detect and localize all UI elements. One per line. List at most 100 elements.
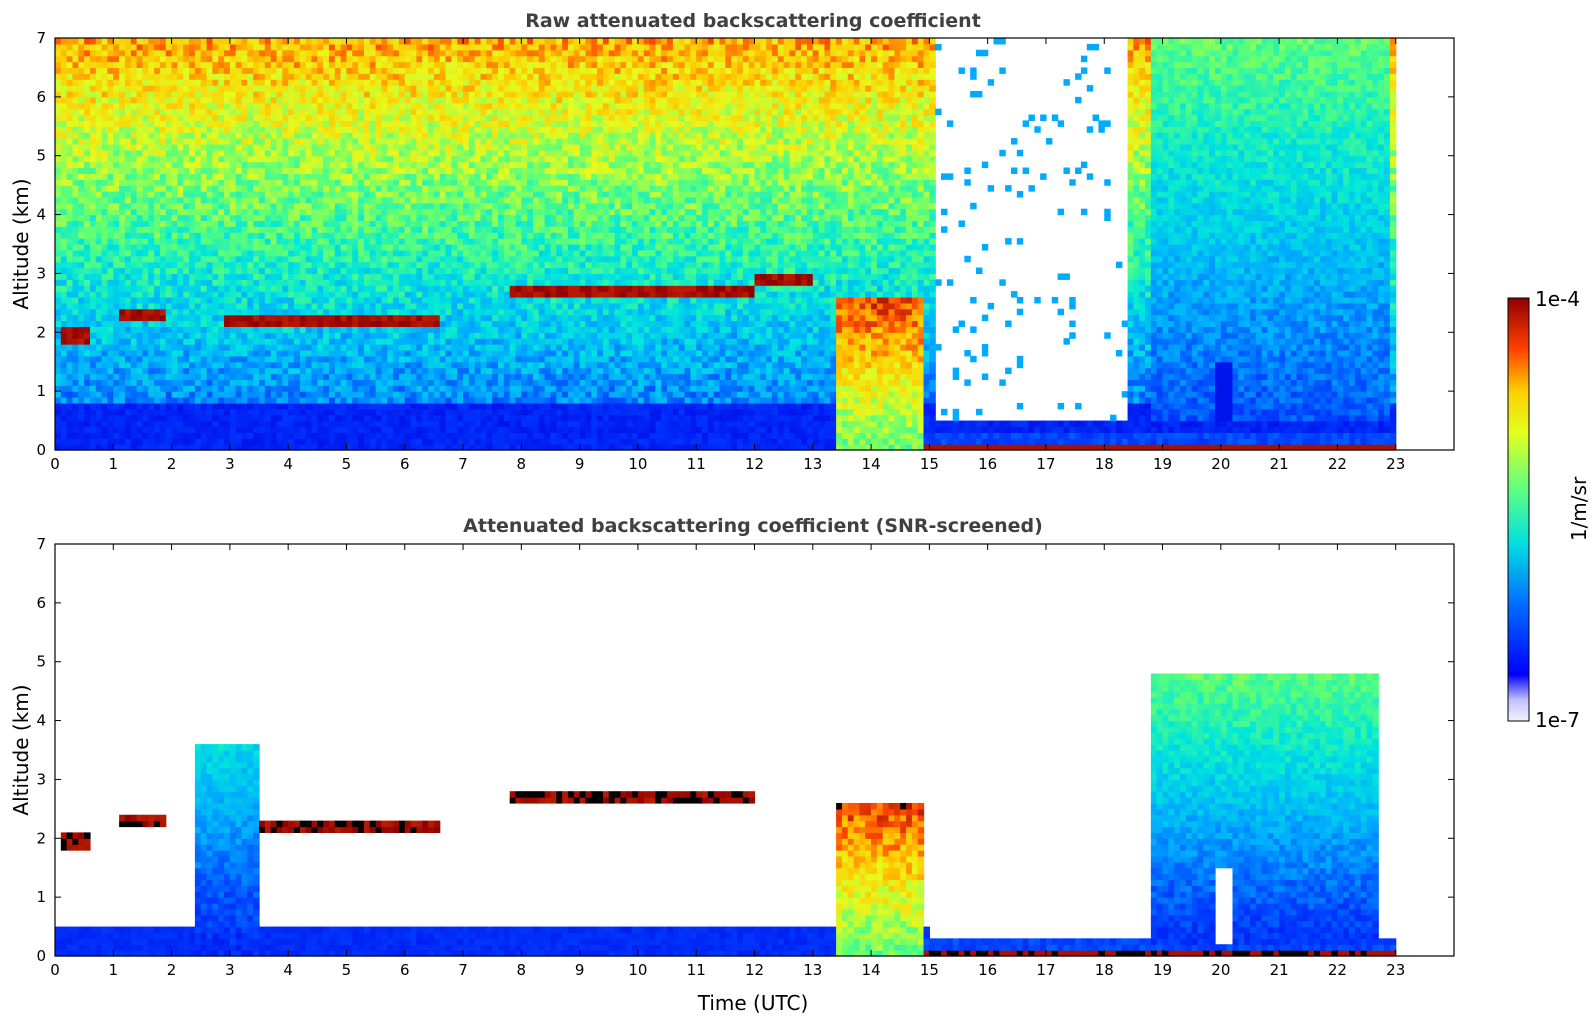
heatmap-cell <box>410 285 418 292</box>
heatmap-cell <box>352 191 359 198</box>
heatmap-cell <box>468 338 476 345</box>
heatmap-cell <box>171 79 179 86</box>
heatmap-cell <box>189 302 196 310</box>
heatmap-cell <box>352 444 359 451</box>
heatmap-cell <box>194 267 202 275</box>
heatmap-cell <box>95 43 103 51</box>
heatmap-cell <box>229 408 237 416</box>
heatmap-cell <box>259 208 266 216</box>
heatmap-cell <box>375 296 383 304</box>
heatmap-cell <box>270 214 278 222</box>
heatmap-cell <box>89 367 97 375</box>
heatmap-cell <box>224 267 231 275</box>
heatmap-cell <box>381 108 388 116</box>
heatmap-cell <box>311 326 318 333</box>
heatmap-cell <box>328 402 336 410</box>
heatmap-cell <box>72 79 79 86</box>
heatmap-cell <box>253 408 260 416</box>
heatmap-cell <box>124 238 132 245</box>
heatmap-cell <box>317 61 324 69</box>
heatmap-cell <box>328 61 336 69</box>
heatmap-cell <box>264 285 272 292</box>
heatmap-cell <box>60 291 68 298</box>
heatmap-cell <box>119 414 126 422</box>
heatmap-cell <box>200 226 208 233</box>
heatmap-cell <box>165 49 173 57</box>
heatmap-cell <box>130 149 138 157</box>
heatmap-cell <box>433 373 441 380</box>
heatmap-cell <box>154 344 161 351</box>
heatmap-cell <box>410 232 418 239</box>
heatmap-cell <box>451 314 458 322</box>
heatmap-cell <box>224 179 231 186</box>
heatmap-cell <box>113 273 120 280</box>
heatmap-cell <box>60 361 68 369</box>
heatmap-cell <box>177 332 184 339</box>
heatmap-cell <box>393 55 400 63</box>
heatmap-cell <box>189 85 196 92</box>
heatmap-cell <box>439 149 447 157</box>
heatmap-cell <box>433 314 441 322</box>
heatmap-cell <box>194 202 202 210</box>
heatmap-cell <box>294 114 301 121</box>
heatmap-cell <box>288 73 295 80</box>
heatmap-cell <box>439 349 447 357</box>
heatmap-cell <box>381 79 388 86</box>
heatmap-cell <box>363 196 371 204</box>
heatmap-cell <box>101 426 109 433</box>
heatmap-cell <box>305 367 313 375</box>
heatmap-cell <box>154 373 161 380</box>
heatmap-cell <box>352 426 359 433</box>
heatmap-cell <box>294 73 301 80</box>
heatmap-cell <box>89 90 97 98</box>
heatmap-cell <box>369 355 377 363</box>
heatmap-cell <box>328 432 336 439</box>
heatmap-cell <box>398 249 406 257</box>
heatmap-cell <box>393 267 400 275</box>
heatmap-cell <box>206 202 213 210</box>
heatmap-cell <box>229 379 237 386</box>
heatmap-cell <box>282 385 289 392</box>
heatmap-cell <box>311 279 318 286</box>
heatmap-cell <box>346 308 353 316</box>
heatmap-cell <box>457 426 464 433</box>
heatmap-cell <box>404 232 412 239</box>
heatmap-cell <box>422 308 429 316</box>
heatmap-cell <box>439 108 447 116</box>
heatmap-cell <box>416 132 423 139</box>
heatmap-cell <box>381 326 388 333</box>
heatmap-cell <box>101 338 109 345</box>
heatmap-cell <box>346 249 353 257</box>
heatmap-cell <box>189 355 196 363</box>
heatmap-cell <box>253 432 260 439</box>
heatmap-cell <box>113 49 120 57</box>
heatmap-cell <box>55 114 62 121</box>
heatmap-cell <box>433 126 441 133</box>
heatmap-cell <box>177 385 184 392</box>
heatmap-cell <box>177 397 184 404</box>
heatmap-cell <box>84 155 91 163</box>
heatmap-cell <box>311 379 318 386</box>
heatmap-cell <box>189 220 196 227</box>
heatmap-cell <box>171 232 179 239</box>
heatmap-cell <box>119 349 126 357</box>
heatmap-cell <box>66 355 74 363</box>
heatmap-cell <box>101 155 109 163</box>
heatmap-cell <box>294 420 301 428</box>
heatmap-cell <box>270 332 278 339</box>
heatmap-cell <box>194 43 202 51</box>
heatmap-cell <box>305 79 313 86</box>
heatmap-cell <box>463 344 470 351</box>
heatmap-cell <box>375 61 383 69</box>
heatmap-cell <box>148 385 155 392</box>
heatmap-cell <box>124 397 132 404</box>
heatmap-cell <box>60 249 68 257</box>
heatmap-cell <box>142 79 149 86</box>
heatmap-cell <box>433 332 441 339</box>
heatmap-cell <box>381 43 388 51</box>
heatmap-cell <box>317 132 324 139</box>
heatmap-cell <box>398 397 406 404</box>
heatmap-cell <box>235 379 243 386</box>
heatmap-cell <box>422 85 429 92</box>
heatmap-cell <box>89 102 97 110</box>
